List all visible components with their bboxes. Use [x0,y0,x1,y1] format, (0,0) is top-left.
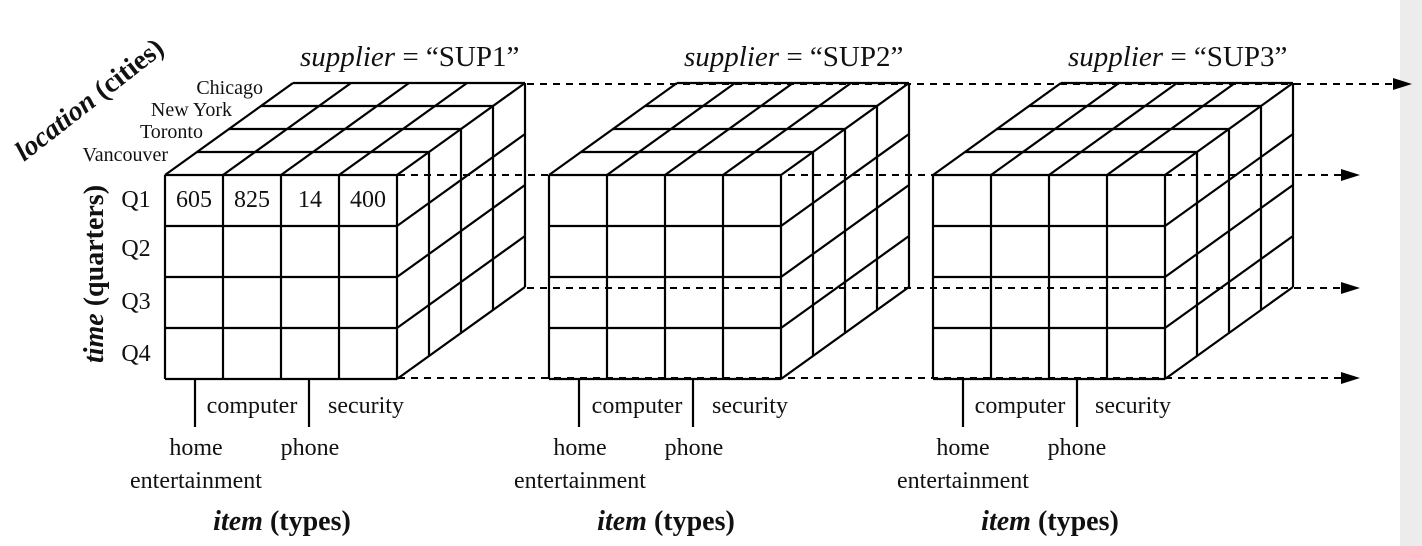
supplier-1-title: supplier = “SUP1” [300,41,519,73]
supplier-axis-arrows [398,78,1412,384]
side-grid-line [1164,184,1294,278]
side-grid-line [396,133,526,227]
supplier-1-item-security: security [328,393,404,419]
supplier-1-item-axis-name: item [213,506,263,537]
supplier-2-title: supplier = “SUP2” [684,41,903,73]
supplier-1-item-home: home [169,435,222,461]
side-grid-line [1164,133,1294,227]
supplier-3-item-computer: computer [975,393,1066,419]
side-grid-line [780,133,910,227]
supplier-1-item-phone: phone [281,435,340,461]
location-label-new-york: New York [151,99,232,121]
supplier-2-equals: = [779,41,810,73]
side-grid-line [396,286,526,380]
supplier-3-equals: = [1163,41,1194,73]
supplier-1-value: “SUP1” [426,41,519,73]
supplier-3-item-axis-title: item (types) [981,506,1119,537]
quarter-label-q1: Q1 [121,187,150,213]
quarter-label-q3: Q3 [121,289,150,315]
side-grid-line [1164,286,1294,380]
supplier-2-item-computer: computer [592,393,683,419]
cell-value-phone: 14 [298,187,322,213]
supplier-3-group: supplier = “SUP3” computer security home… [897,41,1295,537]
supplier-1-item-computer: computer [207,393,298,419]
time-axis-unit: (quarters) [79,185,110,306]
page-edge-strip [1400,0,1422,546]
supplier-3-item-axis-unit: (types) [1038,506,1119,537]
item-axis-ticks [193,379,1079,427]
quarter-label-q2: Q2 [121,236,150,262]
supplier-1-prefix: supplier [300,41,396,73]
supplier-2-item-axis-name: item [597,506,647,537]
supplier-2-item-axis-title: item (types) [597,506,735,537]
side-grid-line [396,184,526,278]
supplier-3-item-home: home [936,435,989,461]
arrow-head-bottom-front [1341,372,1360,384]
supplier-3-cube [931,81,1295,381]
supplier-1-group: supplier = “SUP1” computer security home… [130,41,527,537]
side-grid-line [780,184,910,278]
location-axis-unit: (cities) [88,32,170,105]
supplier-1-equals: = [395,41,426,73]
supplier-2-item-home: home [553,435,606,461]
side-grid-line [396,235,526,329]
time-axis-name: time [79,313,110,363]
cell-value-security: 400 [350,187,386,213]
supplier-3-item-entertainment: entertainment [897,468,1029,494]
supplier-1-cube [163,81,527,381]
arrow-head-top-front [1341,169,1360,181]
supplier-1-item-axis-title: item (types) [213,506,351,537]
supplier-3-prefix: supplier [1068,41,1164,73]
supplier-3-value: “SUP3” [1194,41,1287,73]
supplier-2-cube [547,81,911,381]
location-label-chicago: Chicago [196,77,263,99]
supplier-2-item-phone: phone [665,435,724,461]
supplier-3-title: supplier = “SUP3” [1068,41,1287,73]
supplier-2-prefix: supplier [684,41,780,73]
supplier-2-item-axis-unit: (types) [654,506,735,537]
location-label-vancouver: Vancouver [82,144,168,166]
cell-value-home-entertainment: 605 [176,187,212,213]
arrow-head-top-back [1393,78,1412,90]
supplier-2-item-entertainment: entertainment [514,468,646,494]
supplier-2-value: “SUP2” [810,41,903,73]
supplier-3-item-security: security [1095,393,1171,419]
supplier-2-item-security: security [712,393,788,419]
cell-value-computer: 825 [234,187,270,213]
supplier-3-item-phone: phone [1048,435,1107,461]
supplier-1-item-entertainment: entertainment [130,468,262,494]
arrow-head-bottom-back [1341,282,1360,294]
quarter-label-q4: Q4 [121,341,150,367]
side-grid-line [780,286,910,380]
time-axis-title: time (quarters) [79,185,110,363]
side-grid-line [780,235,910,329]
side-grid-line [1164,235,1294,329]
supplier-3-item-axis-name: item [981,506,1031,537]
supplier-1-item-axis-unit: (types) [270,506,351,537]
location-label-toronto: Toronto [140,121,203,143]
